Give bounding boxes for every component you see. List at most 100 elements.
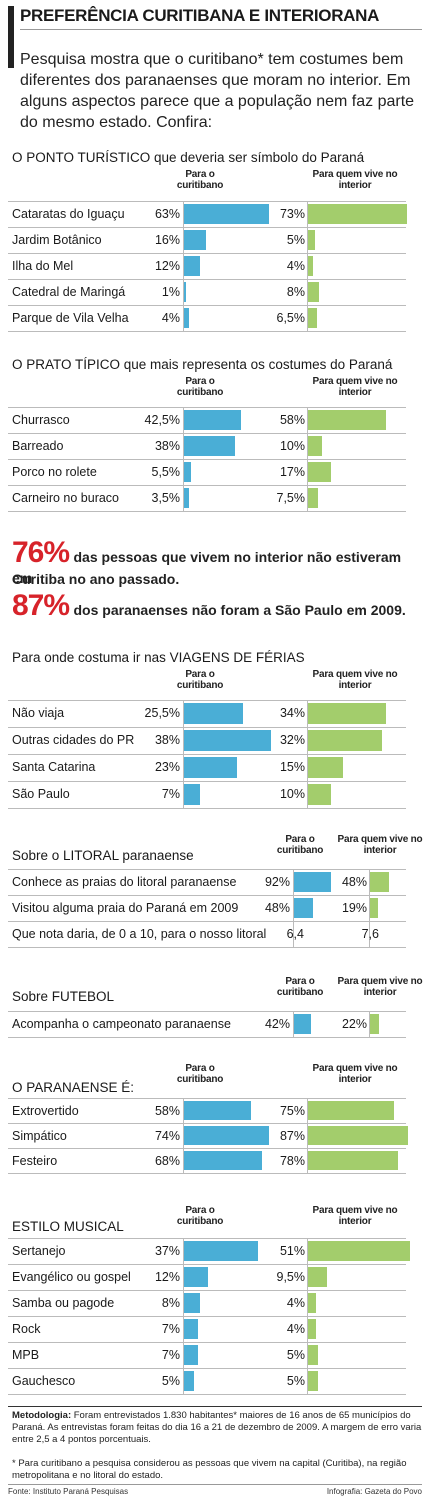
bar-curitibano (184, 1371, 194, 1391)
col-head-interior: Para quem vive no interior (312, 669, 398, 691)
bar-curitibano (184, 1267, 208, 1287)
value-label-curitibano: 3,5% (151, 491, 181, 505)
value-label-interior: 7,5% (276, 491, 306, 505)
bar-interior (308, 436, 322, 456)
category-label: São Paulo (12, 787, 70, 801)
row-divider (8, 754, 406, 755)
chart-title-main: VIAGENS DE FÉRIAS (169, 650, 305, 665)
row-divider (8, 1037, 406, 1038)
row-divider (8, 201, 406, 202)
category-label: Gauchesco (12, 1374, 76, 1388)
col-head-curitibano: Para o curitibano (176, 376, 224, 398)
col-separator (183, 1238, 184, 1394)
category-label: Cataratas do Iguaçu (12, 207, 125, 221)
col-separator (369, 869, 370, 947)
category-label: Simpático (12, 1129, 67, 1143)
category-label: MPB (12, 1348, 40, 1362)
col-separator (183, 201, 184, 331)
value-label-curitibano: 25,5% (144, 706, 180, 720)
chart-3-title: Sobre o LITORAL paranaense (12, 848, 194, 863)
col-separator (307, 1238, 308, 1394)
col-head-curitibano: Para o curitibano (276, 976, 324, 998)
value-label-interior: 73% (279, 207, 305, 221)
chart-1-title: O PRATO TÍPICO que mais representa os co… (12, 357, 392, 372)
col-head-curitibano: Para o curitibano (176, 169, 224, 191)
category-label: Rock (12, 1322, 41, 1336)
value-label-curitibano: 38% (154, 439, 180, 453)
col-separator (183, 1098, 184, 1173)
category-label: Catedral de Maringá (12, 285, 126, 299)
value-label-curitibano: 12% (154, 259, 180, 273)
bar-curitibano (184, 1151, 263, 1170)
value-label-curitibano: 74% (154, 1129, 180, 1143)
col-separator (293, 869, 294, 947)
category-label: Outras cidades do PR (12, 733, 135, 747)
row-divider (8, 1011, 406, 1012)
bar-interior (308, 230, 315, 250)
footer-divider (8, 1406, 422, 1407)
bar-curitibano (184, 1345, 198, 1365)
value-label-curitibano: 6,4 (286, 927, 304, 941)
value-label-curitibano: 42,5% (144, 413, 180, 427)
bar-curitibano (184, 230, 206, 250)
chart-6-title: ESTILO MUSICAL (12, 1219, 124, 1234)
bar-interior (308, 730, 382, 751)
chart-title-prefix: Sobre o (12, 848, 64, 863)
row-divider (8, 1173, 406, 1174)
chart-title-main: ESTILO MUSICAL (12, 1219, 124, 1234)
methodology-note: * Para curitibano a pesquisa considerou … (12, 1458, 407, 1481)
value-label-interior: 51% (279, 1244, 305, 1258)
chart-title-main: LITORAL (63, 848, 119, 863)
bar-curitibano (184, 730, 272, 751)
row-divider (8, 1238, 406, 1239)
row-divider (8, 511, 406, 512)
page-title: PREFERÊNCIA CURITIBANA E INTERIORANA (20, 6, 380, 25)
row-divider (8, 1342, 406, 1343)
category-label: Não viaja (12, 706, 65, 720)
bar-curitibano (294, 1014, 311, 1034)
bar-interior (308, 1293, 316, 1313)
value-label-curitibano: 12% (154, 1270, 180, 1284)
category-label: Extrovertido (12, 1104, 79, 1118)
bar-interior (308, 1345, 318, 1365)
highlight-1: 76% das pessoas que vivem no interior nã… (12, 536, 422, 588)
row-divider (8, 808, 406, 809)
bar-interior (308, 1126, 409, 1145)
value-label-curitibano: 5,5% (151, 465, 181, 479)
category-label: Evangélico ou gospel (12, 1270, 131, 1284)
col-head-interior: Para quem vive no interior (337, 976, 423, 998)
col-head-interior: Para quem vive no interior (337, 834, 423, 856)
value-label-curitibano: 38% (154, 733, 180, 747)
row-divider (8, 1123, 406, 1124)
category-label: Sertanejo (12, 1244, 66, 1258)
col-head-interior: Para quem vive no interior (312, 1063, 398, 1085)
value-label-interior: 22% (341, 1017, 367, 1031)
row-divider (8, 947, 406, 948)
value-label-curitibano: 58% (154, 1104, 180, 1118)
chart-0-title: O PONTO TURÍSTICO que deveria ser símbol… (12, 150, 364, 165)
col-separator (183, 407, 184, 511)
highlight-1-text: das pessoas que vivem no interior não es… (12, 549, 402, 586)
chart-2-title: Para onde costuma ir nas VIAGENS DE FÉRI… (12, 650, 305, 665)
bar-curitibano (184, 1319, 198, 1339)
bar-interior (308, 204, 407, 224)
row-divider (8, 1098, 406, 1099)
category-label: Visitou alguma praia do Paraná em 2009 (12, 901, 239, 915)
bar-curitibano (184, 462, 192, 482)
value-label-curitibano: 63% (154, 207, 180, 221)
bar-interior (308, 308, 317, 328)
col-head-curitibano: Para o curitibano (276, 834, 324, 856)
value-label-curitibano: 42% (264, 1017, 290, 1031)
bar-interior (308, 1319, 316, 1339)
category-label: Carneiro no buraco (12, 491, 120, 505)
category-label: Porco no rolete (12, 465, 97, 479)
row-divider (8, 305, 406, 306)
bar-curitibano (294, 872, 331, 892)
value-label-curitibano: 5% (161, 1374, 180, 1388)
row-divider (8, 485, 406, 486)
bar-curitibano (184, 757, 237, 778)
row-divider (8, 1316, 406, 1317)
value-label-interior: 19% (341, 901, 367, 915)
value-label-curitibano: 7% (161, 787, 180, 801)
col-separator (307, 1098, 308, 1173)
